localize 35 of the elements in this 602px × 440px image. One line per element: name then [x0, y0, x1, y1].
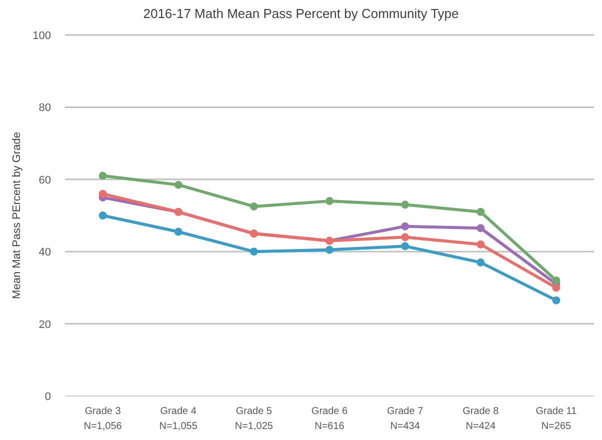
y-tick-label: 0: [44, 391, 51, 403]
point: [98, 172, 107, 180]
point: [174, 180, 182, 189]
point: [552, 296, 560, 304]
point: [552, 284, 560, 292]
y-tick-label: 100: [32, 30, 51, 42]
point: [476, 240, 485, 248]
y-tick-label: 40: [38, 246, 51, 259]
point: [174, 228, 182, 236]
point: [250, 248, 258, 256]
point: [326, 197, 334, 206]
point: [98, 190, 107, 198]
x-tick-label: Grade 8 N=424: [462, 406, 500, 432]
x-tick-label: Grade 4 N=1,055: [159, 406, 198, 432]
point: [326, 246, 334, 254]
y-tick-label: 60: [38, 174, 51, 186]
chart-title: 2016-17 Math Mean Pass Percent by Community Type: [143, 6, 459, 21]
point: [401, 242, 410, 250]
y-axis-title: Mean Mat Pass PErcent by Grade: [11, 132, 23, 299]
x-tick-label: Grade 7 N=434: [387, 406, 424, 432]
point: [476, 258, 485, 266]
x-tick-label: Grade 6 N=616: [311, 406, 348, 432]
point: [401, 233, 410, 242]
point: [401, 200, 410, 209]
point: [401, 222, 410, 230]
point: [476, 224, 485, 232]
x-tick-label: Grade 5 N=1,025: [234, 406, 274, 432]
point: [476, 208, 485, 216]
point: [552, 276, 560, 284]
x-tick-label: Grade 3 N=1,056: [84, 406, 122, 432]
point: [250, 202, 258, 210]
point: [98, 212, 107, 220]
y-tick-label: 80: [38, 102, 51, 114]
y-tick-label: 20: [38, 318, 51, 331]
x-tick-label: Grade 11 N=265: [536, 406, 578, 432]
